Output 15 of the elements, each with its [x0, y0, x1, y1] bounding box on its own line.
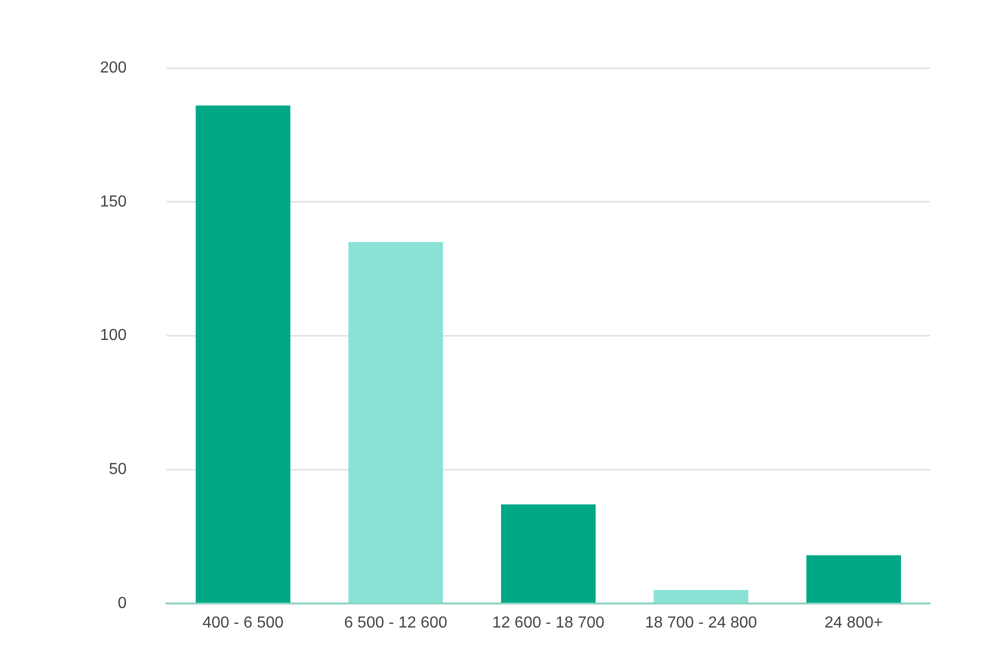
x-tick-label: 400 - 6 500 [202, 614, 284, 632]
y-tick-label: 100 [100, 327, 127, 344]
bar [196, 105, 290, 603]
y-tick-label: 50 [108, 460, 127, 478]
x-tick-label: 18 700 - 24 800 [644, 614, 758, 632]
bar [806, 555, 901, 603]
bar [654, 590, 748, 603]
bar [348, 242, 444, 603]
x-tick-label: 12 600 - 18 700 [492, 614, 604, 632]
y-tick-label: 150 [100, 193, 127, 210]
x-tick-label: 24 800+ [824, 614, 883, 632]
y-tick-label: 0 [118, 594, 127, 612]
y-tick-label: 200 [100, 59, 127, 76]
bar [501, 504, 596, 603]
x-tick-label: 6 500 - 12 600 [344, 614, 448, 632]
